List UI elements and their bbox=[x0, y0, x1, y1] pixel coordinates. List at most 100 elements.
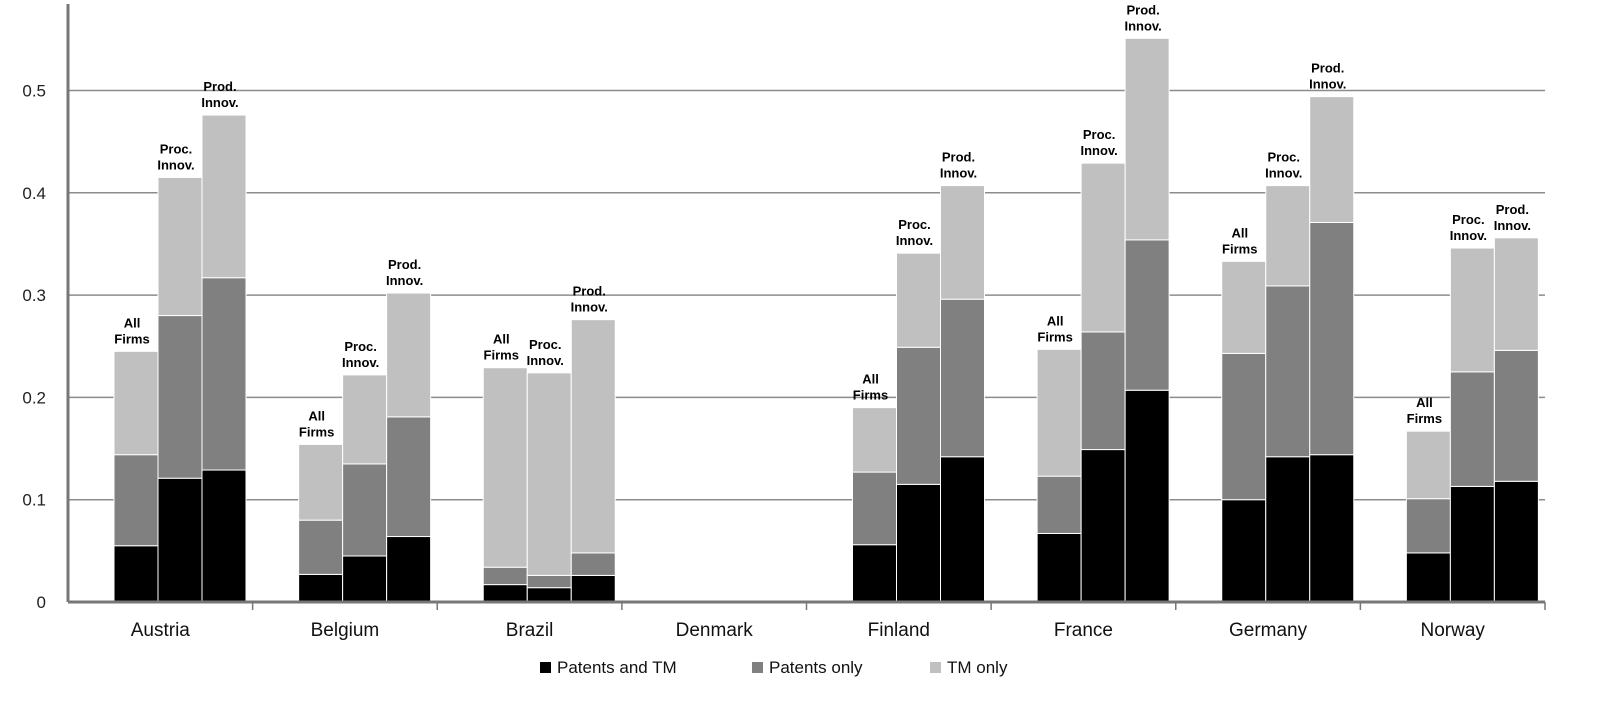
bar-segment-patents-only bbox=[298, 519, 344, 575]
bar-segment-tm-only bbox=[940, 185, 985, 300]
bar-segment-patents-and-tm bbox=[570, 574, 616, 603]
bar-label: All bbox=[1416, 395, 1433, 410]
bar-label: Innov. bbox=[1124, 18, 1161, 33]
bar-segment-patents-only bbox=[1221, 352, 1267, 501]
bar-segment-tm-only bbox=[1493, 237, 1539, 351]
bar-label: Firms bbox=[1407, 411, 1442, 426]
y-tick-label: 0.3 bbox=[22, 286, 46, 305]
bar-segment-tm-only bbox=[1036, 348, 1082, 477]
bar-label: Innov. bbox=[201, 95, 238, 110]
bar-segment-tm-only bbox=[1080, 162, 1126, 333]
bar-segment-patents-and-tm bbox=[1493, 480, 1539, 603]
bar-label: All bbox=[1231, 225, 1248, 240]
legend-swatch bbox=[540, 662, 551, 673]
bar-segment-tm-only bbox=[896, 252, 941, 348]
bar-segment-patents-only bbox=[570, 552, 616, 576]
x-tick-label: Brazil bbox=[506, 620, 554, 641]
bar-label: Innov. bbox=[1265, 166, 1302, 181]
bar-segment-patents-only bbox=[386, 416, 432, 538]
bar-segment-patents-and-tm bbox=[1036, 532, 1082, 603]
bar-segment-tm-only bbox=[526, 372, 572, 576]
bar-label: Prod. bbox=[1496, 202, 1529, 217]
bar-segment-patents-only bbox=[482, 566, 528, 586]
bar-label: Innov. bbox=[571, 300, 608, 315]
bar-segment-patents-and-tm bbox=[1221, 499, 1267, 603]
bar-segment-patents-and-tm bbox=[298, 573, 344, 603]
legend: Patents and TM Patents only TM only bbox=[540, 658, 1008, 677]
bar-segment-patents-and-tm bbox=[386, 536, 432, 603]
x-tick-label: Belgium bbox=[311, 620, 380, 641]
bars bbox=[113, 37, 1539, 603]
bar-segment-patents-only bbox=[1036, 475, 1082, 534]
bar-segment-tm-only bbox=[1221, 260, 1267, 354]
legend-label: Patents only bbox=[769, 658, 863, 677]
x-tick-label: France bbox=[1054, 620, 1113, 641]
bar-label: Prod. bbox=[573, 284, 606, 299]
bar-segment-patents-only bbox=[526, 574, 572, 589]
y-axis-ticks: 0 0.1 0.2 0.3 0.4 0.5 bbox=[22, 82, 46, 613]
bar-label: Proc. bbox=[344, 339, 377, 354]
bar-label: Prod. bbox=[388, 257, 421, 272]
bar-segment-tm-only bbox=[1124, 37, 1170, 241]
bar-segment-tm-only bbox=[852, 407, 897, 473]
bar-segment-patents-and-tm bbox=[1405, 552, 1451, 603]
axes bbox=[66, 4, 1546, 610]
legend-label: Patents and TM bbox=[557, 658, 677, 677]
bar-segment-patents-and-tm bbox=[113, 545, 159, 603]
bar-label: Prod. bbox=[1311, 61, 1344, 76]
bar-segment-patents-and-tm bbox=[1265, 456, 1311, 603]
bar-segment-patents-and-tm bbox=[1080, 449, 1126, 603]
bar-label: Innov. bbox=[1309, 77, 1346, 92]
x-axis-labels: Austria Belgium Brazil Denmark Finland France… bbox=[131, 620, 1486, 641]
y-tick-label: 0.5 bbox=[22, 82, 46, 101]
x-tick-label: Austria bbox=[131, 620, 191, 641]
x-tick-label: Norway bbox=[1420, 620, 1485, 641]
bar-segment-tm-only bbox=[1265, 185, 1311, 287]
x-tick-label: Finland bbox=[868, 620, 930, 641]
bar-segment-patents-and-tm bbox=[201, 469, 247, 603]
bar-segment-patents-only bbox=[201, 277, 247, 471]
legend-swatch bbox=[930, 662, 941, 673]
bar-label: Prod. bbox=[203, 79, 236, 94]
bar-label: All bbox=[862, 372, 879, 387]
bar-label: Firms bbox=[484, 348, 519, 363]
y-tick-label: 0 bbox=[37, 593, 46, 612]
bar-segment-patents-and-tm bbox=[940, 456, 985, 603]
bar-label: Innov. bbox=[1450, 228, 1487, 243]
bar-segment-patents-only bbox=[1080, 331, 1126, 451]
bar-segment-patents-and-tm bbox=[526, 587, 572, 603]
bar-label: Innov. bbox=[940, 166, 977, 181]
bar-label: Innov. bbox=[1080, 143, 1117, 158]
bar-segment-tm-only bbox=[570, 319, 616, 554]
bar-label: Innov. bbox=[342, 355, 379, 370]
bar-segment-patents-and-tm bbox=[1124, 389, 1170, 603]
y-tick-label: 0.1 bbox=[22, 491, 46, 510]
bar-label: Innov. bbox=[157, 157, 194, 172]
bar-label: Prod. bbox=[942, 150, 975, 165]
bar-label: Proc. bbox=[160, 141, 193, 156]
bar-segment-patents-and-tm bbox=[896, 483, 941, 603]
x-tick-label: Germany bbox=[1229, 620, 1308, 641]
bar-segment-patents-and-tm bbox=[1309, 454, 1355, 603]
bar-label: Prod. bbox=[1127, 2, 1160, 17]
bar-label: Firms bbox=[299, 424, 334, 439]
bar-segment-tm-only bbox=[386, 292, 432, 418]
bar-segment-patents-only bbox=[852, 471, 897, 546]
bar-labels: AllFirmsProc.Innov.Prod.Innov.AllFirmsPr… bbox=[114, 2, 1531, 439]
bar-label: Innov. bbox=[527, 353, 564, 368]
bar-segment-tm-only bbox=[1309, 96, 1355, 223]
legend-swatch bbox=[752, 662, 763, 673]
bar-label: Innov. bbox=[896, 233, 933, 248]
bar-label: All bbox=[493, 332, 510, 347]
bar-label: Proc. bbox=[1083, 127, 1116, 142]
bar-segment-tm-only bbox=[298, 443, 344, 521]
bar-label: Firms bbox=[114, 331, 149, 346]
bar-segment-patents-only bbox=[1449, 371, 1495, 487]
bar-segment-patents-only bbox=[1309, 221, 1355, 456]
bar-segment-patents-only bbox=[1405, 498, 1451, 554]
y-tick-label: 0.2 bbox=[22, 388, 46, 407]
bar-segment-tm-only bbox=[113, 350, 159, 456]
legend-label: TM only bbox=[947, 658, 1008, 677]
bar-label: All bbox=[1047, 313, 1064, 328]
